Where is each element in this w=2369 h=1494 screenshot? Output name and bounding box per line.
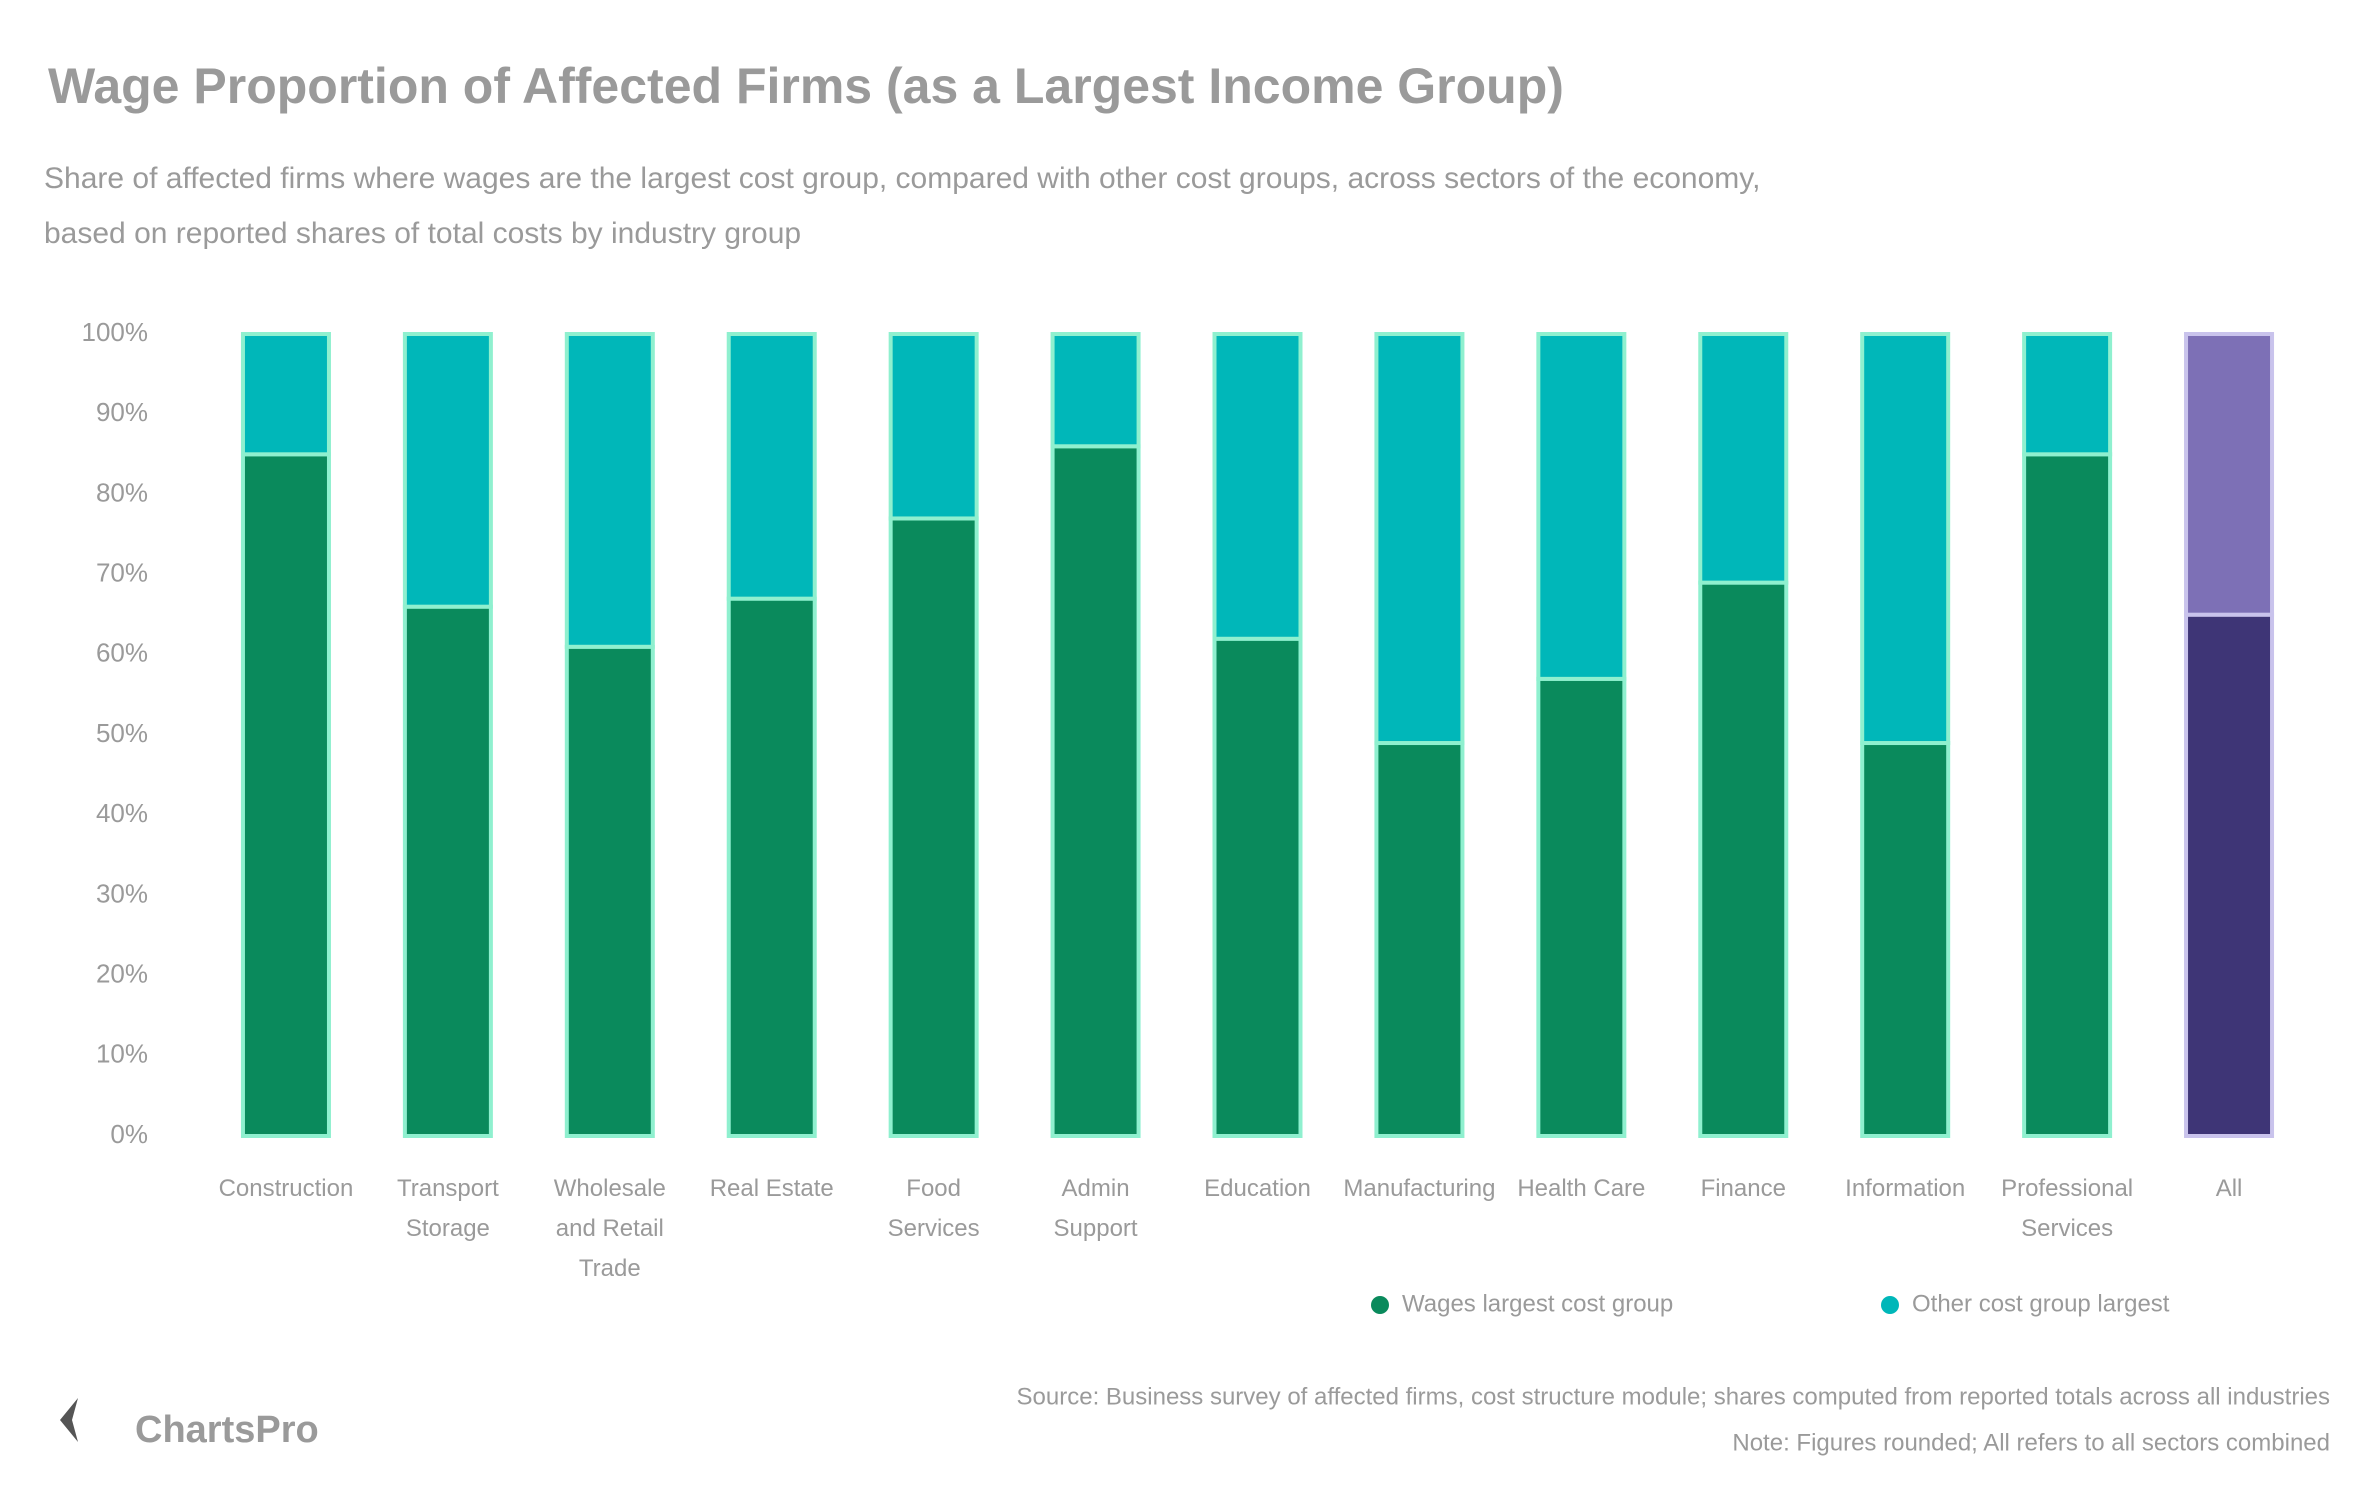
chart-subtitle: based on reported shares of total costs …: [44, 217, 801, 250]
bar-segment: [2184, 612, 2275, 1138]
y-tick-label: 30%: [96, 878, 148, 908]
chart-subtitle: Share of affected firms where wages are …: [44, 162, 1760, 195]
legend-label: Wages largest cost group: [1402, 1290, 1673, 1317]
x-tick-label: Finance: [1701, 1175, 1786, 1202]
y-tick-label: 80%: [96, 477, 148, 507]
y-tick-label: 10%: [96, 1039, 148, 1069]
x-tick-label: Food Services: [888, 1175, 980, 1242]
bar-segment: [1860, 741, 1951, 1139]
bar-segment: [402, 332, 493, 609]
bar-segment: [1860, 332, 1951, 746]
bar-segment: [1698, 580, 1789, 1138]
legend-label: Other cost group largest: [1912, 1290, 2170, 1317]
bar-segment: [726, 596, 817, 1138]
legend-swatch: [1371, 1296, 1389, 1314]
bar-segment: [726, 332, 817, 601]
bar-segment: [1374, 332, 1465, 746]
bar-segment: [564, 644, 655, 1139]
y-tick-label: 50%: [96, 718, 148, 748]
bar-segment: [402, 604, 493, 1138]
bar-segment: [1536, 332, 1627, 681]
source-note: Note: Figures rounded; All refers to all…: [1732, 1429, 2330, 1456]
bar-segment: [1050, 332, 1141, 449]
bar-segment: [888, 332, 979, 521]
y-tick-label: 100%: [82, 317, 149, 347]
bar-segment: [1698, 332, 1789, 585]
bar-segment: [564, 332, 655, 649]
bar-segment: [1050, 444, 1141, 1138]
y-tick-label: 70%: [96, 557, 148, 587]
bar-segment: [888, 516, 979, 1138]
legend-swatch: [1881, 1296, 1899, 1314]
bar-segment: [2184, 332, 2275, 617]
x-tick-label: Transport Storage: [397, 1175, 499, 1242]
x-tick-label: Professional Services: [2001, 1175, 2133, 1242]
bar-segment: [2022, 332, 2113, 457]
bar-segment: [1536, 676, 1627, 1138]
y-tick-label: 60%: [96, 638, 148, 668]
bar-segment: [1212, 636, 1303, 1138]
y-tick-label: 20%: [96, 958, 148, 988]
x-tick-label: Education: [1204, 1175, 1311, 1202]
bar-segment: [240, 452, 331, 1138]
source-note: Source: Business survey of affected firm…: [1017, 1383, 2330, 1410]
bar-segment: [240, 332, 331, 457]
bar-segment: [1374, 741, 1465, 1139]
x-tick-label: Manufacturing: [1343, 1175, 1495, 1202]
y-tick-label: 0%: [110, 1119, 148, 1149]
x-tick-label: Information: [1845, 1175, 1965, 1202]
logo-text: ChartsPro: [135, 1409, 319, 1451]
chart-title: Wage Proportion of Affected Firms (as a …: [48, 58, 1564, 114]
y-tick-label: 40%: [96, 798, 148, 828]
x-tick-label: Real Estate: [710, 1175, 834, 1202]
x-tick-label: All: [2216, 1175, 2243, 1202]
logo-icon: [60, 1398, 78, 1442]
x-tick-label: Wholesale and Retail Trade: [554, 1175, 666, 1282]
bar-segment: [1212, 332, 1303, 641]
x-tick-label: Construction: [219, 1175, 354, 1202]
x-tick-label: Admin Support: [1054, 1175, 1138, 1242]
bar-segment: [2022, 452, 2113, 1138]
x-tick-label: Health Care: [1517, 1175, 1645, 1202]
y-tick-label: 90%: [96, 397, 148, 427]
